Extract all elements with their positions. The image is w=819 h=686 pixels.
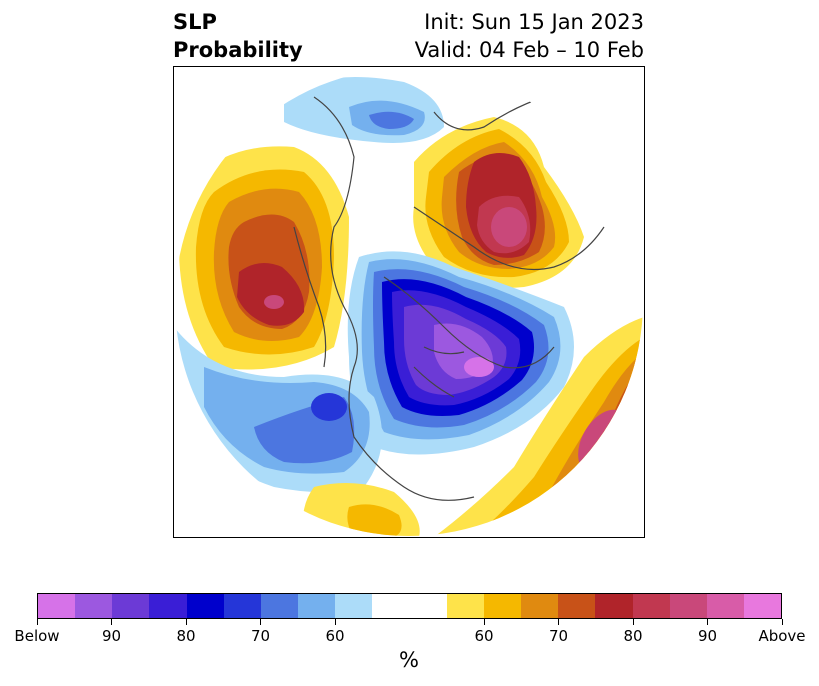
- colorbar-tick-label: 80: [176, 627, 196, 645]
- colorbar-segment: [112, 594, 150, 618]
- colorbar-segment: [298, 594, 336, 618]
- colorbar: [37, 593, 782, 619]
- colorbar-tick-label: 80: [623, 627, 643, 645]
- slp-probability-map: [175, 77, 643, 536]
- colorbar-tick-label: 90: [101, 627, 122, 645]
- colorbar-tick-label: Above: [758, 627, 806, 645]
- colorbar-tick-label: 90: [697, 627, 718, 645]
- valid-range: Valid: 04 Feb – 10 Feb: [414, 38, 644, 62]
- colorbar-tick-label: 70: [548, 627, 569, 645]
- map-panel: [173, 66, 645, 538]
- anomaly-north-pacific-high: [179, 146, 349, 370]
- colorbar-segment: [335, 594, 373, 618]
- init-date: Init: Sun 15 Jan 2023: [424, 10, 644, 34]
- colorbar-tick: [781, 619, 783, 625]
- colorbar-tick: [707, 619, 708, 625]
- colorbar-segment: [706, 594, 744, 618]
- anomaly-canada-low: [347, 251, 574, 455]
- title-type: Probability: [173, 38, 303, 62]
- title-variable: SLP: [173, 10, 217, 34]
- colorbar-segment: [595, 594, 633, 618]
- colorbar-tick-label: Below: [14, 627, 60, 645]
- title-right: Init: Sun 15 Jan 2023 Valid: 04 Feb – 10…: [415, 8, 644, 64]
- colorbar-tick: [185, 619, 187, 625]
- colorbar-segment: [558, 594, 596, 618]
- colorbar-tick: [260, 619, 261, 625]
- anomaly-north-atlantic-low: [284, 77, 444, 143]
- colorbar-tick: [111, 619, 112, 625]
- colorbar-tick: [36, 619, 38, 625]
- anomaly-europe-high: [413, 117, 584, 288]
- colorbar-segment: [38, 594, 76, 618]
- colorbar-segment: [669, 594, 707, 618]
- colorbar-tick: [558, 619, 559, 625]
- title-left: SLP Probability: [173, 8, 303, 64]
- colorbar-tick: [334, 619, 336, 625]
- colorbar-tick: [632, 619, 634, 625]
- colorbar-segment: [149, 594, 187, 618]
- colorbar-segment: [75, 594, 113, 618]
- colorbar-segment: [632, 594, 670, 618]
- colorbar-segment: [223, 594, 261, 618]
- colorbar-segment: [186, 594, 224, 618]
- colorbar-segment: [372, 594, 410, 618]
- colorbar-tick-label: 60: [474, 627, 494, 645]
- colorbar-tick: [483, 619, 485, 625]
- colorbar-tick-label: 70: [250, 627, 271, 645]
- colorbar-tick-label: 60: [325, 627, 345, 645]
- colorbar-segment: [483, 594, 522, 618]
- anomaly-subtropical-high: [302, 482, 420, 536]
- colorbar-segment: [521, 594, 559, 618]
- colorbar-segment: [446, 594, 484, 618]
- colorbar-segment: [409, 594, 447, 618]
- colorbar-segment: [743, 594, 782, 618]
- colorbar-unit: %: [399, 648, 419, 672]
- colorbar-segment: [260, 594, 299, 618]
